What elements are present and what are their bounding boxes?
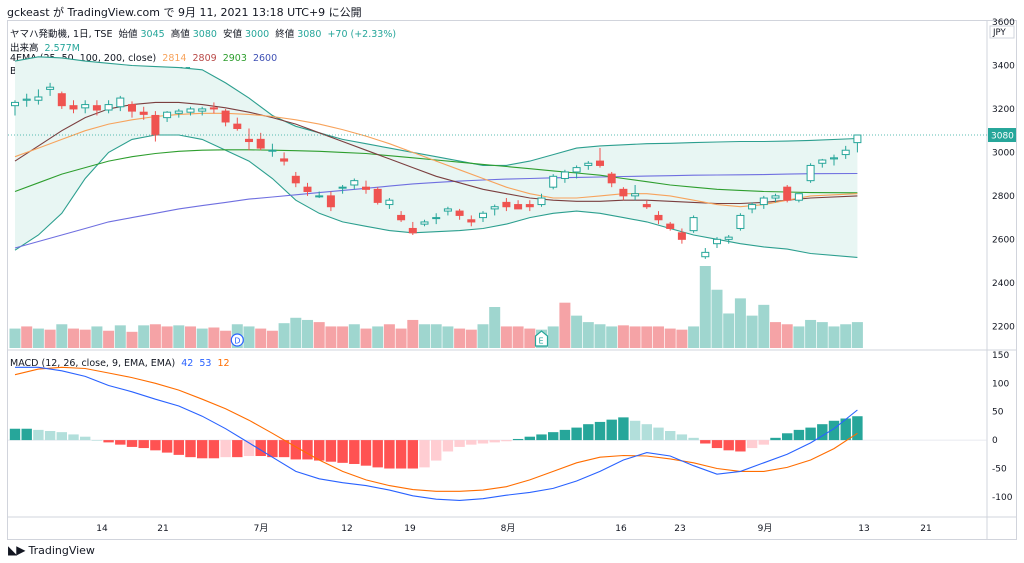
tradingview-brand: TradingView [28, 543, 95, 557]
tradingview-logo[interactable]: ◣▶ TradingView [8, 543, 95, 557]
low-value: 3000 [244, 29, 270, 40]
macd-legend[interactable]: MACD (12, 26, close, 9, EMA, EMA) 42 53 … [10, 358, 233, 369]
close-value: 3080 [297, 29, 322, 40]
publish-attribution: gckeast が TradingView.com で 9月 11, 2021 … [7, 6, 362, 19]
ema-legend[interactable]: 4EMA (25, 50, 100, 200, close) 2814 2809… [10, 53, 280, 64]
change-value: +70 (+2.33%) [327, 29, 397, 40]
open-label: 始値 [118, 29, 138, 40]
ema50-value: 2809 [192, 53, 217, 64]
bb-lower-value: 2517 [166, 66, 191, 77]
low-label: 安値 [222, 29, 242, 40]
high-value: 3080 [192, 29, 217, 40]
chart-area[interactable] [7, 20, 1017, 540]
macd-signal-value: 53 [199, 358, 212, 369]
close-label: 終値 [275, 29, 295, 40]
symbol-legend[interactable]: ヤマハ発動機, 1日, TSE 始値 3045 高値 3080 安値 3000 終値 3… [10, 26, 399, 40]
open-value: 3045 [140, 29, 165, 40]
macd-label: MACD (12, 26, close, 9, EMA, EMA) [10, 358, 176, 369]
ema25-value: 2814 [162, 53, 187, 64]
macd-hist-value: 12 [217, 358, 230, 369]
symbol-title: ヤマハ発動機, 1日, TSE [10, 29, 113, 40]
bb-legend[interactable]: BB (20, close, 2, 0) 2790 3064 2517 [10, 66, 194, 77]
volume-value: 2.577M [44, 43, 80, 54]
ema-label: 4EMA (25, 50, 100, 200, close) [10, 53, 157, 64]
bb-upper-value: 3064 [136, 66, 161, 77]
bb-label: BB (20, close, 2, 0) [10, 66, 101, 77]
high-label: 高値 [170, 29, 190, 40]
bb-basis-value: 2790 [106, 66, 131, 77]
ema100-value: 2903 [222, 53, 247, 64]
tradingview-logo-icon: ◣▶ [8, 543, 25, 557]
macd-value: 42 [181, 358, 194, 369]
volume-legend[interactable]: 出来高 2.577M [10, 40, 83, 54]
volume-label: 出来高 [10, 43, 39, 54]
ema200-value: 2600 [252, 53, 278, 64]
